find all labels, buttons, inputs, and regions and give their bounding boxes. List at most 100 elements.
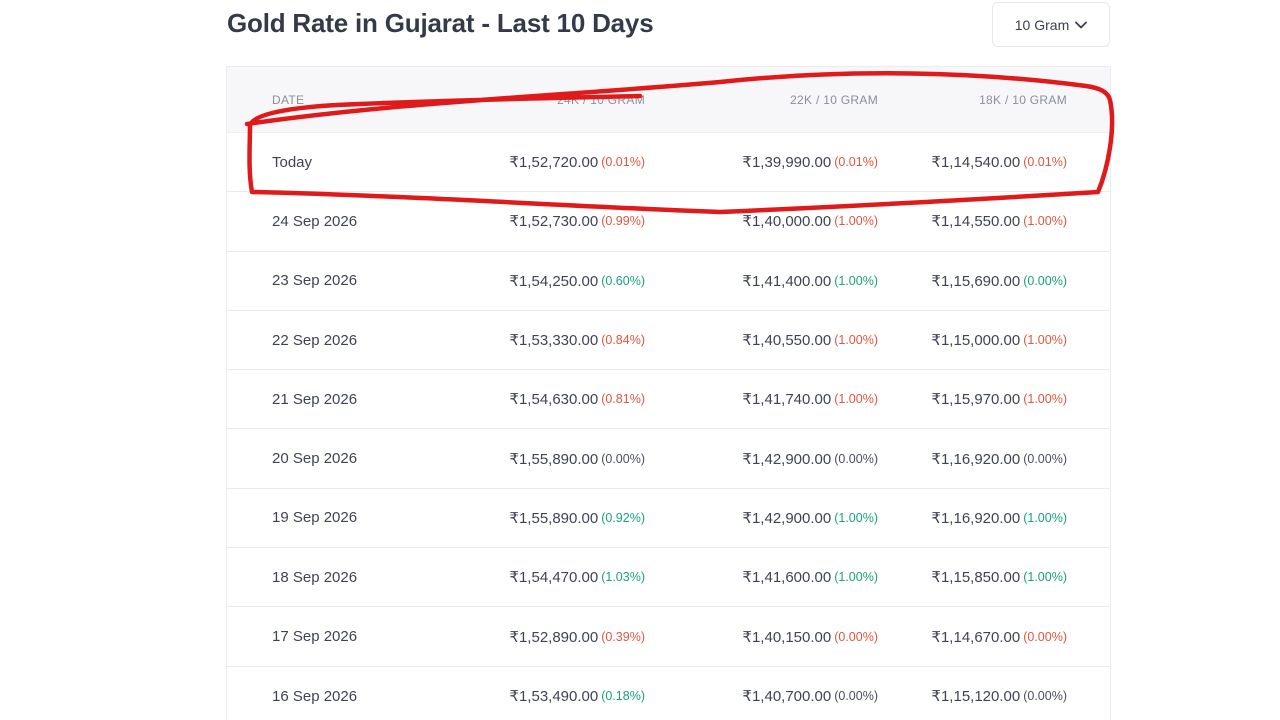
gold-rate-table: DATE 24K / 10 GRAM 22K / 10 GRAM 18K / 1… xyxy=(226,66,1111,720)
page-title: Gold Rate in Gujarat - Last 10 Days xyxy=(227,8,654,38)
percent-change: (1.00%) xyxy=(834,273,878,288)
price-cell-18k: ₹1,14,670.00 (0.00%) xyxy=(931,607,1067,665)
date-text: 23 Sep 2026 xyxy=(272,272,358,290)
price-value: ₹1,41,400.00 xyxy=(742,272,832,290)
price-cell-22k: ₹1,40,000.00 (1.00%) xyxy=(742,192,878,250)
price-cell-24k: ₹1,53,330.00 (0.84%) xyxy=(509,311,645,369)
price-cell-22k: ₹1,40,700.00 (0.00%) xyxy=(742,667,878,720)
percent-change: (1.00%) xyxy=(1023,392,1067,407)
date-text: 18 Sep 2026 xyxy=(272,568,358,586)
price-cell-24k: ₹1,54,250.00 (0.60%) xyxy=(509,252,645,310)
percent-change: (0.99%) xyxy=(601,214,645,229)
price-value: ₹1,52,730.00 xyxy=(509,213,599,231)
price-cell-24k: ₹1,55,890.00 (0.92%) xyxy=(509,489,645,547)
price-cell-24k: ₹1,52,730.00 (0.99%) xyxy=(509,192,645,250)
price-value: ₹1,40,550.00 xyxy=(742,332,832,350)
date-cell: 19 Sep 2026 xyxy=(272,489,357,547)
price-cell-22k: ₹1,42,900.00 (0.00%) xyxy=(742,429,878,487)
date-cell: 20 Sep 2026 xyxy=(272,429,357,487)
percent-change: (0.00%) xyxy=(1023,629,1067,644)
price-value: ₹1,15,970.00 xyxy=(931,391,1021,409)
price-value: ₹1,40,000.00 xyxy=(742,213,832,231)
date-cell: 23 Sep 2026 xyxy=(272,252,357,310)
price-cell-18k: ₹1,15,690.00 (0.00%) xyxy=(931,252,1067,310)
price-value: ₹1,16,920.00 xyxy=(931,450,1021,468)
price-value: ₹1,55,890.00 xyxy=(509,509,599,527)
price-cell-18k: ₹1,14,540.00 (0.01%) xyxy=(931,133,1067,191)
table-row: 17 Sep 2026 ₹1,52,890.00 (0.39%) ₹1,40,150.… xyxy=(227,607,1110,667)
price-value: ₹1,40,150.00 xyxy=(742,628,832,646)
price-value: ₹1,54,470.00 xyxy=(509,569,599,587)
percent-change: (1.00%) xyxy=(834,570,878,585)
chevron-down-icon xyxy=(1075,21,1088,29)
column-header-date: DATE xyxy=(272,92,305,107)
price-value: ₹1,16,920.00 xyxy=(931,509,1021,527)
column-header-24k: 24K / 10 GRAM xyxy=(557,92,645,107)
date-cell: Today xyxy=(272,133,312,191)
price-cell-18k: ₹1,15,000.00 (1.00%) xyxy=(931,311,1067,369)
date-text: 24 Sep 2026 xyxy=(272,212,358,230)
price-value: ₹1,14,670.00 xyxy=(931,628,1021,646)
percent-change: (0.18%) xyxy=(601,689,645,704)
price-value: ₹1,39,990.00 xyxy=(742,154,832,172)
percent-change: (0.60%) xyxy=(601,273,645,288)
date-text: 16 Sep 2026 xyxy=(272,687,358,705)
table-row: 22 Sep 2026 ₹1,53,330.00 (0.84%) ₹1,40,550.… xyxy=(227,311,1110,371)
percent-change: (0.00%) xyxy=(834,689,878,704)
percent-change: (0.92%) xyxy=(601,510,645,525)
price-cell-24k: ₹1,55,890.00 (0.00%) xyxy=(509,429,645,487)
percent-change: (1.00%) xyxy=(1023,510,1067,525)
date-cell: 18 Sep 2026 xyxy=(272,548,357,606)
percent-change: (0.84%) xyxy=(601,333,645,348)
percent-change: (0.00%) xyxy=(1023,451,1067,466)
percent-change: (0.00%) xyxy=(1023,689,1067,704)
date-text: 22 Sep 2026 xyxy=(272,331,358,349)
date-text: 20 Sep 2026 xyxy=(272,450,358,468)
percent-change: (1.00%) xyxy=(834,333,878,348)
percent-change: (0.01%) xyxy=(834,155,878,170)
table-row: 20 Sep 2026 ₹1,55,890.00 (0.00%) ₹1,42,900.… xyxy=(227,429,1110,489)
unit-select-dropdown[interactable]: 10 Gram xyxy=(992,2,1110,47)
table-row: 21 Sep 2026 ₹1,54,630.00 (0.81%) ₹1,41,740.… xyxy=(227,370,1110,430)
price-cell-22k: ₹1,40,550.00 (1.00%) xyxy=(742,311,878,369)
percent-change: (0.81%) xyxy=(601,392,645,407)
price-cell-22k: ₹1,42,900.00 (1.00%) xyxy=(742,489,878,547)
date-cell: 17 Sep 2026 xyxy=(272,607,357,665)
table-header-row: DATE 24K / 10 GRAM 22K / 10 GRAM 18K / 1… xyxy=(227,67,1110,133)
price-cell-18k: ₹1,15,850.00 (1.00%) xyxy=(931,548,1067,606)
price-value: ₹1,42,900.00 xyxy=(742,509,832,527)
date-cell: 22 Sep 2026 xyxy=(272,311,357,369)
date-cell: 24 Sep 2026 xyxy=(272,192,357,250)
table-row: 23 Sep 2026 ₹1,54,250.00 (0.60%) ₹1,41,400.… xyxy=(227,252,1110,311)
table-row: Today ₹1,52,720.00 (0.01%) ₹1,39,990.00 (0.0… xyxy=(227,133,1110,193)
price-cell-22k: ₹1,39,990.00 (0.01%) xyxy=(742,133,878,191)
percent-change: (1.00%) xyxy=(1023,570,1067,585)
percent-change: (0.01%) xyxy=(601,155,645,170)
price-value: ₹1,53,490.00 xyxy=(509,688,599,706)
table-row: 19 Sep 2026 ₹1,55,890.00 (0.92%) ₹1,42,900.… xyxy=(227,489,1110,549)
price-value: ₹1,15,120.00 xyxy=(931,688,1021,706)
percent-change: (1.03%) xyxy=(601,570,645,585)
price-value: ₹1,14,550.00 xyxy=(931,213,1021,231)
price-value: ₹1,42,900.00 xyxy=(742,450,832,468)
table-row: 24 Sep 2026 ₹1,52,730.00 (0.99%) ₹1,40,000.… xyxy=(227,192,1110,252)
table-body: Today ₹1,52,720.00 (0.01%) ₹1,39,990.00 (0.0… xyxy=(227,133,1110,720)
percent-change: (1.00%) xyxy=(1023,333,1067,348)
column-header-22k: 22K / 10 GRAM xyxy=(790,92,878,107)
price-cell-22k: ₹1,41,740.00 (1.00%) xyxy=(742,370,878,428)
price-value: ₹1,15,000.00 xyxy=(931,332,1021,350)
date-text: Today xyxy=(272,153,313,171)
unit-select-value: 10 Gram xyxy=(1014,16,1070,33)
price-value: ₹1,15,690.00 xyxy=(931,272,1021,290)
price-value: ₹1,14,540.00 xyxy=(931,154,1021,172)
price-value: ₹1,41,740.00 xyxy=(742,391,832,409)
price-value: ₹1,15,850.00 xyxy=(931,569,1021,587)
percent-change: (0.00%) xyxy=(834,629,878,644)
price-cell-18k: ₹1,16,920.00 (0.00%) xyxy=(931,429,1067,487)
percent-change: (0.01%) xyxy=(1023,155,1067,170)
percent-change: (0.00%) xyxy=(1023,273,1067,288)
percent-change: (1.00%) xyxy=(834,510,878,525)
price-value: ₹1,52,720.00 xyxy=(509,154,599,172)
price-value: ₹1,55,890.00 xyxy=(509,450,599,468)
